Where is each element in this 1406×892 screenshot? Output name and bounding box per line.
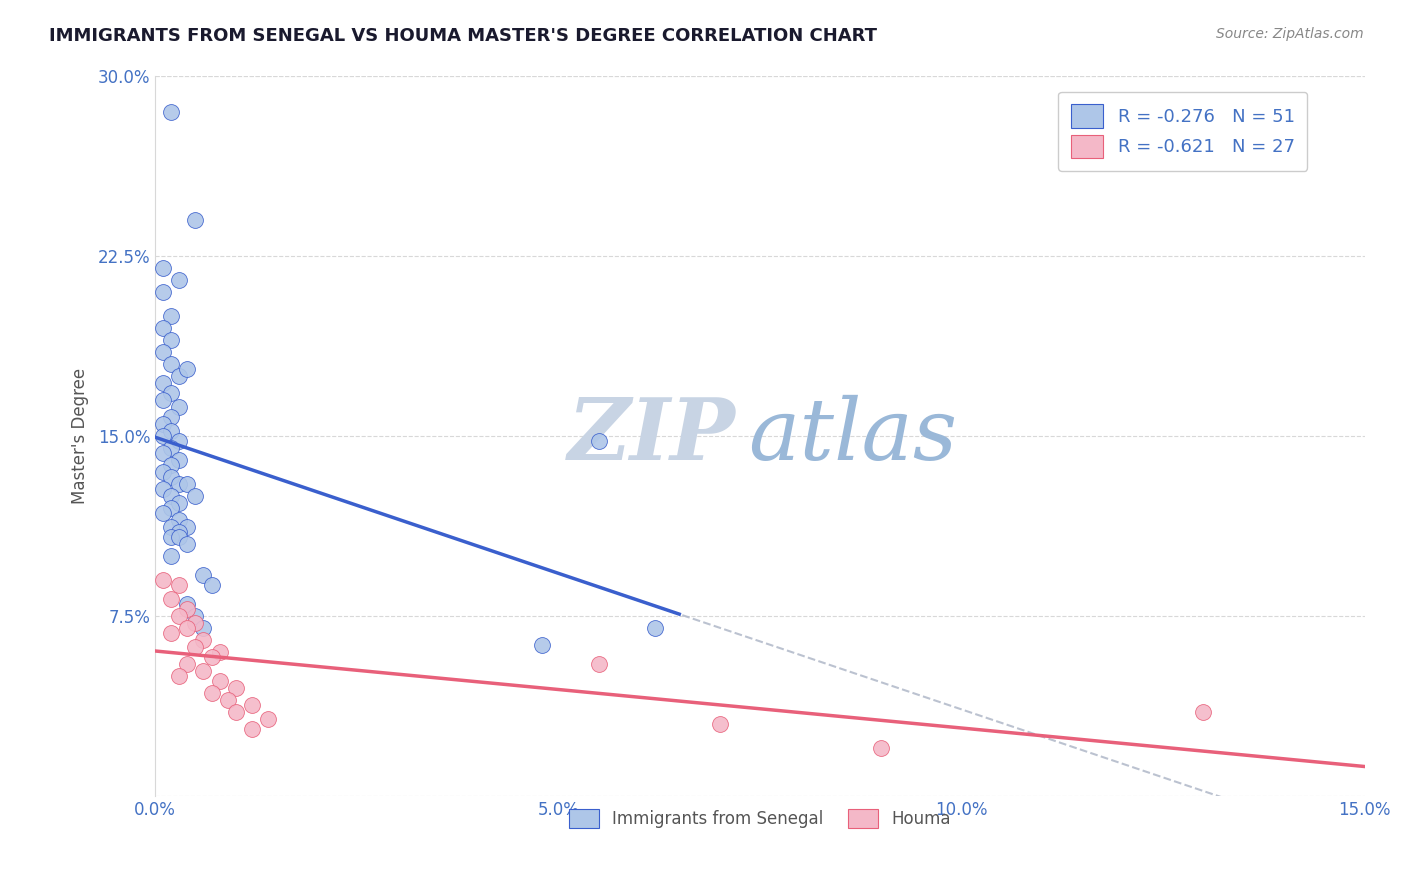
Point	[152, 376, 174, 390]
Point	[184, 609, 207, 624]
Text: ZIP: ZIP	[568, 394, 735, 477]
Point	[167, 669, 190, 683]
Point	[167, 578, 190, 592]
Point	[1192, 705, 1215, 719]
Point	[160, 104, 183, 119]
Point	[152, 445, 174, 459]
Point	[160, 592, 183, 607]
Point	[160, 458, 183, 472]
Point	[208, 673, 231, 688]
Point	[160, 469, 183, 483]
Point	[176, 520, 198, 534]
Point	[160, 409, 183, 424]
Point	[160, 333, 183, 347]
Point	[176, 601, 198, 615]
Point	[225, 681, 247, 695]
Point	[167, 609, 190, 624]
Point	[240, 698, 263, 712]
Point	[152, 320, 174, 334]
Point	[200, 649, 222, 664]
Point	[167, 530, 190, 544]
Point	[167, 476, 190, 491]
Text: Source: ZipAtlas.com: Source: ZipAtlas.com	[1216, 27, 1364, 41]
Point	[644, 621, 666, 635]
Point	[152, 392, 174, 407]
Text: IMMIGRANTS FROM SENEGAL VS HOUMA MASTER'S DEGREE CORRELATION CHART: IMMIGRANTS FROM SENEGAL VS HOUMA MASTER'…	[49, 27, 877, 45]
Point	[160, 489, 183, 503]
Point	[152, 429, 174, 443]
Point	[160, 549, 183, 563]
Point	[709, 717, 731, 731]
Point	[152, 465, 174, 479]
Point	[184, 212, 207, 227]
Y-axis label: Master's Degree: Master's Degree	[72, 368, 89, 504]
Point	[217, 693, 239, 707]
Point	[588, 657, 610, 671]
Point	[167, 273, 190, 287]
Point	[176, 597, 198, 611]
Point	[160, 441, 183, 455]
Point	[167, 434, 190, 448]
Point	[160, 500, 183, 515]
Point	[176, 361, 198, 376]
Point	[160, 424, 183, 438]
Point	[200, 578, 222, 592]
Point	[167, 513, 190, 527]
Point	[160, 625, 183, 640]
Point	[531, 638, 554, 652]
Point	[184, 489, 207, 503]
Point	[152, 482, 174, 496]
Point	[160, 520, 183, 534]
Point	[193, 621, 215, 635]
Point	[193, 568, 215, 582]
Point	[208, 645, 231, 659]
Point	[167, 524, 190, 539]
Point	[193, 632, 215, 647]
Point	[257, 712, 280, 726]
Point	[193, 664, 215, 678]
Point	[160, 357, 183, 371]
Point	[176, 537, 198, 551]
Point	[870, 741, 893, 756]
Text: atlas: atlas	[748, 394, 957, 477]
Point	[160, 309, 183, 323]
Point	[167, 452, 190, 467]
Point	[176, 476, 198, 491]
Point	[152, 260, 174, 275]
Point	[167, 496, 190, 510]
Point	[240, 722, 263, 736]
Point	[152, 506, 174, 520]
Point	[152, 573, 174, 587]
Point	[184, 616, 207, 631]
Point	[200, 686, 222, 700]
Point	[160, 530, 183, 544]
Point	[152, 417, 174, 431]
Point	[167, 400, 190, 414]
Point	[184, 640, 207, 655]
Point	[588, 434, 610, 448]
Point	[152, 344, 174, 359]
Legend: Immigrants from Senegal, Houma: Immigrants from Senegal, Houma	[562, 802, 957, 835]
Point	[152, 285, 174, 299]
Point	[160, 385, 183, 400]
Point	[176, 657, 198, 671]
Point	[176, 621, 198, 635]
Point	[225, 705, 247, 719]
Point	[167, 368, 190, 383]
